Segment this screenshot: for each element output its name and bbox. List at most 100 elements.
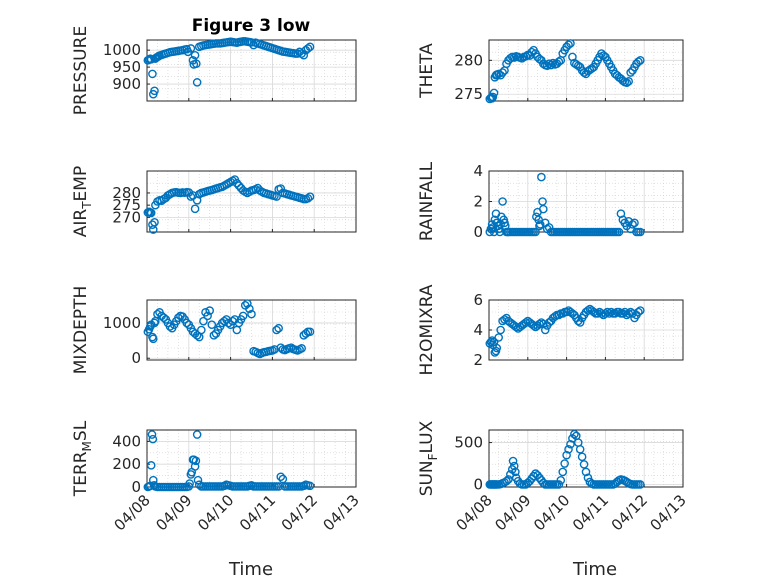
y-tick-label: 275	[454, 85, 483, 103]
data-point	[276, 184, 286, 193]
y-tick-label: 280	[454, 51, 483, 69]
data-point	[521, 318, 531, 327]
x-tick-label: 04/08	[453, 491, 496, 534]
data-point	[628, 309, 637, 318]
data-point	[566, 439, 575, 449]
x-tick-label: 04/13	[647, 491, 690, 534]
data-point	[564, 444, 573, 454]
y-tick-label: 4	[473, 162, 483, 180]
data-point	[299, 50, 309, 60]
data-point	[224, 318, 233, 328]
data-point	[190, 50, 200, 60]
data-point	[502, 476, 511, 486]
data-point	[540, 325, 550, 335]
data-point	[554, 480, 564, 489]
data-point	[636, 56, 645, 65]
data-point	[232, 178, 242, 188]
x-tick-label: 04/11	[236, 491, 279, 534]
data-point	[192, 59, 201, 69]
x-tick-label: 04/09	[152, 491, 195, 534]
data-point	[245, 304, 254, 314]
y-tick-label: 4	[473, 321, 483, 339]
data-point	[636, 306, 645, 315]
y-tick-label: 1000	[103, 314, 141, 332]
data-point	[556, 475, 566, 485]
y-axis-label: MIXDEPTH	[71, 286, 91, 375]
data-point	[577, 452, 587, 462]
data-point	[274, 323, 283, 333]
x-tick-label: 04/08	[111, 491, 154, 534]
data-point	[305, 192, 315, 201]
subplot-4: 0 2 4 RAINFALL	[417, 161, 684, 241]
y-axis-label: AIRTEMP	[71, 166, 94, 237]
data-point	[150, 86, 159, 96]
subplot-5: 0 1000 MIXDEPTH	[71, 286, 357, 375]
data-point	[274, 482, 283, 491]
data-point	[529, 321, 538, 330]
data-point	[575, 444, 585, 454]
data-point	[498, 197, 507, 206]
data-point	[488, 92, 498, 102]
data-point	[618, 309, 628, 318]
data-point	[624, 309, 633, 318]
data-point	[490, 348, 500, 357]
data-point	[509, 461, 519, 471]
data-point	[539, 204, 548, 214]
data-point	[562, 307, 571, 317]
y-tick-label: 950	[112, 58, 141, 76]
data-point	[276, 472, 286, 482]
data-point	[521, 51, 531, 61]
data-point	[511, 322, 521, 332]
axes-box	[146, 299, 357, 361]
figure-title: Figure 3 low	[192, 16, 311, 36]
data-point	[182, 318, 192, 328]
data-point	[535, 220, 545, 229]
y-tick-label: 0	[473, 223, 483, 241]
data-point	[303, 194, 313, 203]
data-point	[624, 77, 633, 86]
data-point	[190, 462, 200, 471]
data-point	[278, 474, 288, 484]
x-tick-label: 04/10	[530, 491, 573, 534]
data-point	[570, 429, 579, 439]
data-point	[494, 333, 504, 342]
data-point	[560, 459, 569, 468]
data-point	[489, 88, 499, 98]
y-tick-label: 2	[473, 193, 483, 211]
data-point	[190, 204, 200, 214]
data-point	[207, 320, 217, 330]
data-point	[562, 450, 571, 460]
data-point	[583, 306, 593, 315]
y-tick-label: 6	[473, 291, 483, 309]
y-axis-label: TERRMSL	[71, 420, 94, 497]
data-point	[150, 217, 159, 227]
data-point	[531, 227, 540, 237]
x-tick-label: 04/13	[320, 491, 363, 534]
data-point	[548, 58, 558, 68]
data-point	[153, 309, 162, 319]
data-point	[554, 57, 564, 66]
y-tick-label: 270	[112, 208, 141, 226]
data-point	[232, 325, 242, 335]
subplot-2: 275 280 THETA	[417, 39, 684, 104]
data-point	[159, 313, 169, 322]
data-point	[558, 467, 568, 477]
data-point	[148, 334, 158, 344]
data-point	[249, 40, 258, 50]
data-point	[165, 322, 175, 331]
data-point	[498, 68, 507, 77]
data-point	[506, 54, 515, 63]
data-point	[220, 316, 229, 326]
data-point	[272, 325, 281, 335]
y-axis-label: H2OMIXRA	[417, 284, 437, 375]
data-point	[636, 480, 645, 489]
data-point	[539, 478, 548, 488]
x-tick-label: 04/12	[278, 491, 321, 534]
data-point	[185, 479, 194, 488]
data-point	[305, 327, 315, 337]
data-point	[148, 434, 158, 444]
x-tick-label: 04/11	[569, 491, 612, 534]
data-point	[628, 220, 637, 229]
